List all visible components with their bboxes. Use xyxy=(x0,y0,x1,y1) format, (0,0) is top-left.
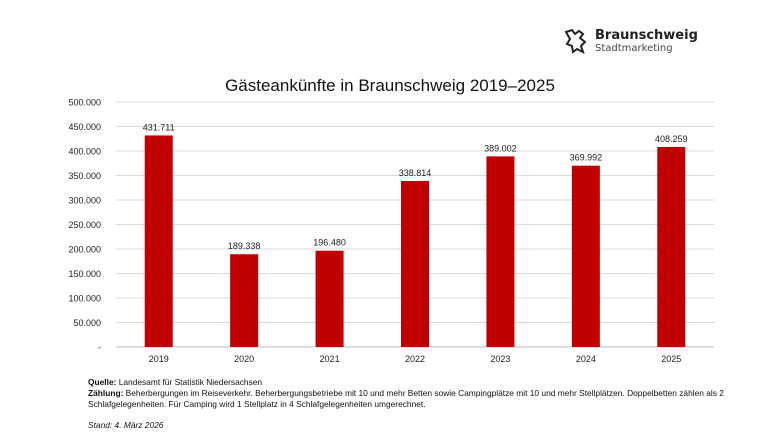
x-tick-label: 2025 xyxy=(661,354,681,364)
bar xyxy=(486,156,515,347)
data-label: 408.259 xyxy=(655,134,688,144)
bar xyxy=(401,180,429,347)
y-tick-label: 150.000 xyxy=(68,269,101,279)
count-text: Beherbergungen im Reiseverkehr. Beherber… xyxy=(88,388,724,409)
data-label: 369.992 xyxy=(570,153,603,163)
y-tick-label: 50.000 xyxy=(73,318,101,328)
source-label: Quelle: xyxy=(88,377,117,387)
notes: Quelle: Landesamt für Statistik Niedersa… xyxy=(88,377,748,431)
logo: Braunschweig Stadtmarketing xyxy=(563,28,698,54)
chart-title: Gästeankünfte in Braunschweig 2019–2025 xyxy=(225,76,555,95)
logo-line2: Stadtmarketing xyxy=(595,42,673,54)
bar xyxy=(571,165,600,347)
x-tick-label: 2020 xyxy=(234,354,254,364)
data-label: 431.711 xyxy=(143,122,175,132)
source-text: Landesamt für Statistik Niedersachsen xyxy=(116,377,263,387)
bar-chart: - 50.000 100.000 150.000 200.000 250.000 300.0… xyxy=(68,98,714,364)
data-label: 189.338 xyxy=(228,241,261,251)
bar xyxy=(657,146,686,347)
y-tick-label: 250.000 xyxy=(68,220,101,230)
x-tick-label: 2024 xyxy=(576,354,596,364)
y-tick-label: 300.000 xyxy=(68,196,101,206)
y-tick-label: 200.000 xyxy=(68,245,101,255)
y-tick-label: 400.000 xyxy=(68,147,101,157)
x-tick-label: 2021 xyxy=(320,354,340,364)
data-label: 196.480 xyxy=(313,238,346,248)
x-tick-label: 2019 xyxy=(149,354,169,364)
stand-date: Stand: 4. März 2026 xyxy=(88,420,164,430)
data-label: 338.814 xyxy=(399,168,432,178)
y-tick-label: 350.000 xyxy=(68,171,101,181)
y-tick-label: 450.000 xyxy=(68,122,101,132)
bar xyxy=(230,254,259,347)
count-label: Zählung: xyxy=(88,388,124,398)
lion-logo-icon xyxy=(564,28,587,54)
y-tick-label: 500.000 xyxy=(68,98,101,108)
x-tick-label: 2023 xyxy=(490,354,510,364)
bar xyxy=(315,250,344,347)
logo-line1: Braunschweig xyxy=(595,27,698,43)
y-tick-label: 100.000 xyxy=(68,294,101,304)
x-tick-label: 2022 xyxy=(405,354,425,364)
y-tick-label: - xyxy=(98,343,101,353)
bar xyxy=(144,135,173,347)
data-label: 389.002 xyxy=(484,143,517,153)
